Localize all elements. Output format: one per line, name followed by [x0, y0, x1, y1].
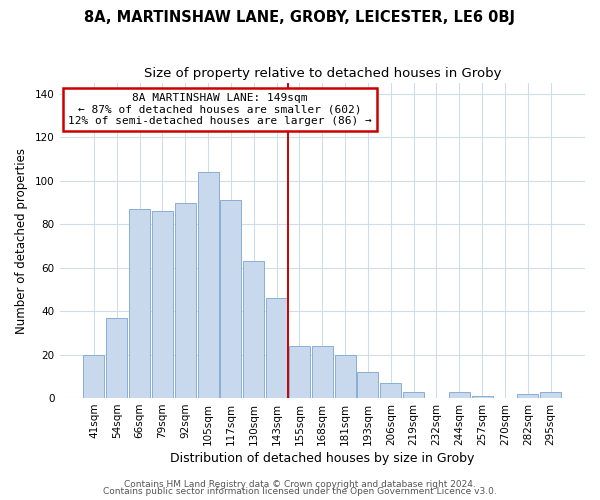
- Bar: [517, 394, 538, 398]
- Bar: [129, 209, 150, 398]
- Text: Contains HM Land Registry data © Crown copyright and database right 2024.: Contains HM Land Registry data © Crown c…: [124, 480, 476, 489]
- Bar: [220, 200, 241, 398]
- Bar: [403, 392, 424, 398]
- Y-axis label: Number of detached properties: Number of detached properties: [15, 148, 28, 334]
- Bar: [83, 354, 104, 398]
- Text: Contains public sector information licensed under the Open Government Licence v3: Contains public sector information licen…: [103, 487, 497, 496]
- Bar: [358, 372, 379, 398]
- Bar: [335, 354, 356, 398]
- Title: Size of property relative to detached houses in Groby: Size of property relative to detached ho…: [143, 68, 501, 80]
- X-axis label: Distribution of detached houses by size in Groby: Distribution of detached houses by size …: [170, 452, 475, 465]
- Bar: [197, 172, 218, 398]
- Text: 8A, MARTINSHAW LANE, GROBY, LEICESTER, LE6 0BJ: 8A, MARTINSHAW LANE, GROBY, LEICESTER, L…: [85, 10, 515, 25]
- Bar: [243, 261, 264, 398]
- Bar: [449, 392, 470, 398]
- Bar: [540, 392, 561, 398]
- Bar: [106, 318, 127, 398]
- Bar: [312, 346, 333, 398]
- Bar: [289, 346, 310, 398]
- Bar: [472, 396, 493, 398]
- Text: 8A MARTINSHAW LANE: 149sqm
← 87% of detached houses are smaller (602)
12% of sem: 8A MARTINSHAW LANE: 149sqm ← 87% of deta…: [68, 92, 371, 126]
- Bar: [266, 298, 287, 398]
- Bar: [152, 211, 173, 398]
- Bar: [175, 202, 196, 398]
- Bar: [380, 383, 401, 398]
